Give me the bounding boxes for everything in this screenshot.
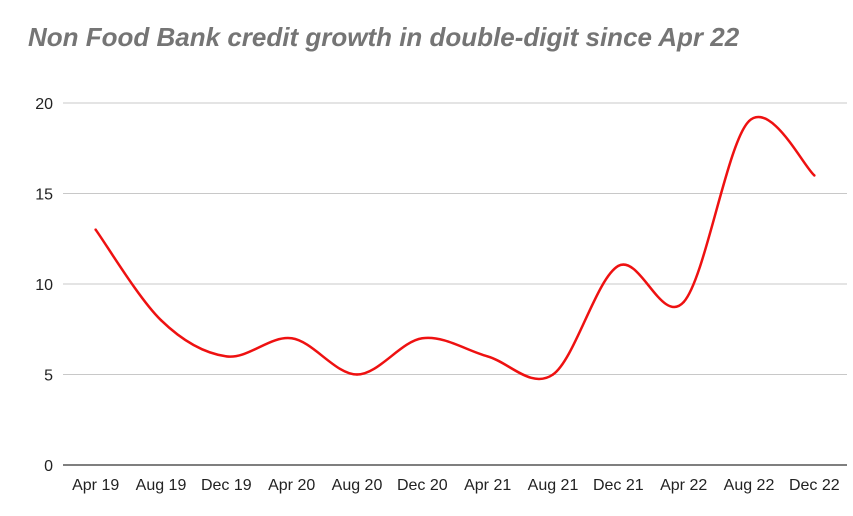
x-tick-label: Aug 19 [136,477,187,494]
x-tick-label: Apr 21 [464,477,511,494]
data-point [682,300,685,304]
data-point [813,174,816,177]
data-point [159,319,163,322]
y-tick-label: 0 [44,458,53,475]
data-point [290,337,293,340]
y-tick-label: 20 [35,96,53,113]
x-tick-labels: Apr 19 Aug 19 Dec 19 Apr 20 Aug 20 Dec 20 Apr … [72,477,840,494]
x-tick-label: Apr 19 [72,477,119,494]
x-tick-label: Aug 21 [528,477,579,494]
x-tick-label: Dec 21 [593,477,644,494]
data-point [94,228,97,231]
data-point [225,355,228,358]
data-point [747,119,751,123]
data-point [486,355,489,358]
y-tick-label: 5 [44,368,53,385]
x-tick-label: Dec 22 [789,477,840,494]
x-tick-label: Aug 20 [332,477,383,494]
y-tick-label: 10 [35,277,53,294]
x-tick-label: Apr 20 [268,477,315,494]
data-point [355,373,359,376]
x-tick-label: Apr 22 [660,477,707,494]
x-tick-label: Dec 20 [397,477,448,494]
data-point [421,337,424,340]
x-tick-label: Aug 22 [724,477,775,494]
data-point [617,264,620,268]
x-tick-label: Dec 19 [201,477,252,494]
series-line [94,116,816,381]
series-layer [94,116,816,381]
gridlines [63,102,847,375]
y-tick-labels: 0 5 10 15 20 [35,96,53,475]
y-tick-label: 15 [35,187,53,204]
chart-title: Non Food Bank credit growth in double-di… [28,22,740,52]
data-point [551,373,555,376]
